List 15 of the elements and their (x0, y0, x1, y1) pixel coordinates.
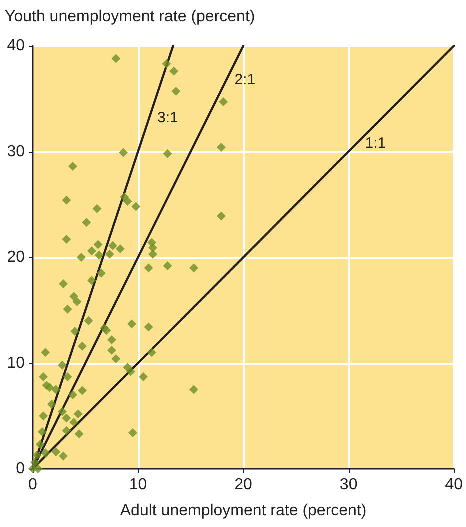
series-label: 2:1 (234, 71, 256, 88)
y-tick-label: 30 (7, 143, 26, 160)
y-tick-label: 40 (7, 38, 26, 54)
x-tick-label: 20 (234, 476, 253, 494)
x-tick-label: 40 (445, 476, 464, 494)
y-tick-label: 20 (7, 249, 26, 266)
y-tick-label: 10 (7, 354, 26, 372)
y-tick-label: 0 (16, 460, 26, 478)
series-label: 3:1 (157, 109, 178, 126)
x-tick-label: 10 (129, 476, 148, 494)
x-tick-label: 30 (340, 476, 358, 494)
x-tick-label: 0 (28, 476, 38, 494)
x-axis-title: Adult unemployment rate (percent) (120, 502, 367, 520)
series-label: 1:1 (365, 134, 386, 152)
y-axis-title: Youth unemployment rate (percent) (5, 8, 256, 26)
